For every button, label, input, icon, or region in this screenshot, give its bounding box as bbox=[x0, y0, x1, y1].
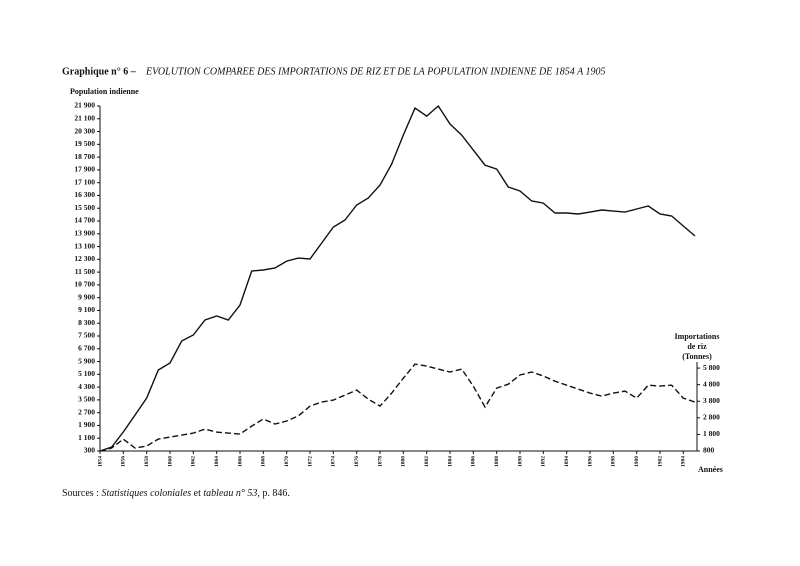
y2-tick-label: 1 800 bbox=[703, 429, 720, 438]
y2-axis-label: de riz bbox=[687, 342, 707, 351]
x-tick-label: 1860 bbox=[167, 456, 173, 467]
y-tick-label: 6 700 bbox=[78, 343, 95, 352]
y2-tick-label: 2 800 bbox=[703, 413, 720, 422]
y2-tick-label: 3 800 bbox=[703, 396, 720, 405]
y-tick-label: 1 900 bbox=[78, 420, 95, 429]
x-tick-label: 1894 bbox=[564, 456, 570, 467]
y-tick-label: 9 900 bbox=[78, 292, 95, 301]
source-part: , p. 846. bbox=[257, 488, 290, 499]
x-tick-label: 1880 bbox=[401, 456, 407, 467]
x-tick-label: 1896 bbox=[587, 456, 593, 467]
y-tick-label: 8 300 bbox=[78, 318, 95, 327]
source-part: tableau n° 53 bbox=[203, 488, 257, 499]
x-tick-label: 1898 bbox=[611, 456, 617, 467]
x-tick-label: 1892 bbox=[541, 456, 547, 467]
y-tick-label: 12 300 bbox=[74, 254, 95, 263]
y-tick-label: 16 300 bbox=[74, 190, 95, 199]
x-tick-label: 1856 bbox=[121, 456, 127, 467]
y-tick-label: 7 500 bbox=[78, 331, 95, 340]
x-tick-label: 1870 bbox=[284, 456, 290, 467]
series-line bbox=[99, 363, 696, 452]
x-tick-label: 1886 bbox=[471, 456, 477, 467]
y-axis-label: Population indienne bbox=[70, 87, 139, 96]
y-tick-label: 11 500 bbox=[75, 267, 95, 276]
y-tick-label: 1 100 bbox=[78, 433, 95, 442]
y-tick-label: 300 bbox=[84, 446, 96, 455]
y-tick-label: 2 700 bbox=[78, 407, 95, 416]
y2-axis-label: (Tonnes) bbox=[682, 352, 712, 361]
y-tick-label: 3 500 bbox=[78, 395, 95, 404]
x-tick-label: 1900 bbox=[634, 456, 640, 467]
x-tick-label: 1882 bbox=[424, 456, 430, 467]
chart-title: EVOLUTION COMPAREE DES IMPORTATIONS DE R… bbox=[145, 66, 606, 77]
y2-tick-label: 4 800 bbox=[703, 379, 720, 388]
y-tick-label: 14 700 bbox=[74, 216, 95, 225]
x-tick-label: 1884 bbox=[447, 456, 453, 467]
y-tick-label: 17 100 bbox=[74, 177, 95, 186]
y-tick-label: 10 700 bbox=[74, 280, 95, 289]
x-tick-label: 1854 bbox=[97, 456, 103, 467]
title-label: Graphique n° 6 – bbox=[62, 66, 137, 77]
y2-tick-label: 5 800 bbox=[703, 363, 720, 372]
x-tick-label: 1872 bbox=[307, 456, 313, 467]
y-tick-label: 17 900 bbox=[74, 165, 95, 174]
x-tick-label: 1868 bbox=[261, 456, 267, 467]
source: Sources : Statistiques coloniales et tab… bbox=[62, 488, 290, 499]
x-tick-label: 1876 bbox=[354, 456, 360, 467]
y-tick-label: 20 300 bbox=[74, 126, 95, 135]
y-tick-label: 13 100 bbox=[74, 241, 95, 250]
source-part: Statistiques coloniales bbox=[101, 488, 191, 499]
x-tick-label: 1864 bbox=[214, 456, 220, 467]
y2-axis-label: Importations bbox=[675, 332, 720, 341]
y-tick-label: 21 900 bbox=[74, 101, 95, 110]
y-tick-label: 9 100 bbox=[78, 305, 95, 314]
x-tick-label: 1902 bbox=[657, 456, 663, 467]
y-tick-label: 5 100 bbox=[78, 369, 95, 378]
y-tick-label: 15 500 bbox=[74, 203, 95, 212]
x-tick-label: 1888 bbox=[494, 456, 500, 467]
y-tick-label: 19 500 bbox=[74, 139, 95, 148]
y-tick-label: 21 100 bbox=[74, 113, 95, 122]
source-part: Sources : bbox=[62, 488, 101, 499]
x-tick-label: 1874 bbox=[331, 456, 337, 467]
y-tick-label: 18 700 bbox=[74, 152, 95, 161]
x-tick-label: 1904 bbox=[681, 456, 687, 467]
x-tick-label: 1866 bbox=[237, 456, 243, 467]
x-tick-label: 1878 bbox=[377, 456, 383, 467]
x-tick-label: 1862 bbox=[191, 456, 197, 467]
y-tick-label: 13 900 bbox=[74, 228, 95, 237]
x-axis-label: Années bbox=[698, 465, 723, 474]
series-line bbox=[99, 104, 696, 452]
x-tick-label: 1858 bbox=[144, 456, 150, 467]
y-tick-label: 4 300 bbox=[78, 382, 95, 391]
source-part: et bbox=[191, 488, 203, 499]
y-tick-label: 5 900 bbox=[78, 356, 95, 365]
x-tick-label: 1890 bbox=[517, 456, 523, 467]
y2-tick-label: 800 bbox=[703, 446, 715, 455]
